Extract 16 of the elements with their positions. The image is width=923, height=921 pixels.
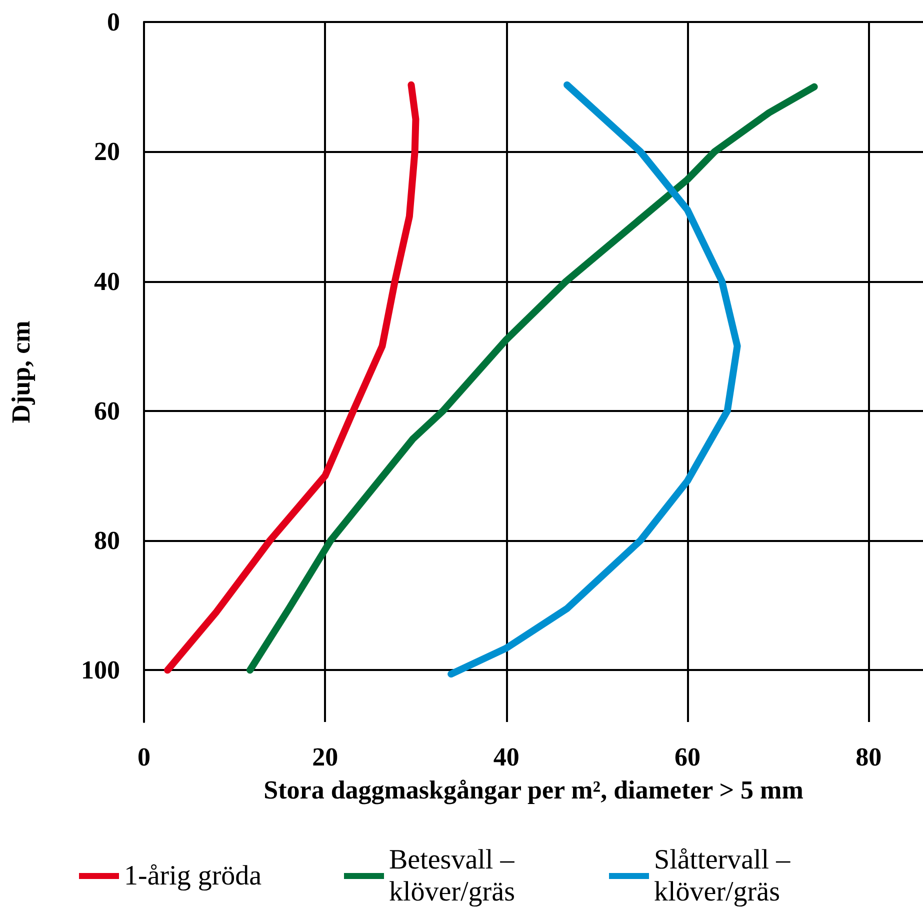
x-tick-label: 0 (138, 742, 150, 772)
y-tick-label: 20 (94, 137, 120, 166)
x-axis-title: Stora daggmaskgångar per m², diameter > 5 mm (264, 776, 804, 804)
y-tick-label: 60 (94, 396, 120, 426)
y-axis-title: Djup, cm (6, 320, 36, 424)
x-tick-label: 60 (674, 742, 700, 772)
y-tick-label: 40 (94, 266, 120, 296)
legend-label: Slåttervall – klöver/gräs (654, 844, 798, 908)
x-tick-label: 80 (856, 742, 882, 772)
y-tick-label: 80 (94, 526, 120, 556)
x-tick-label: 40 (493, 742, 520, 772)
y-tick-label: 100 (81, 656, 120, 685)
y-tick-label: 0 (107, 8, 120, 36)
x-tick-label: 20 (312, 742, 338, 772)
legend-label: Betesvall – klöver/gräs (389, 844, 522, 908)
legend-label: 1-årig gröda (124, 860, 262, 892)
